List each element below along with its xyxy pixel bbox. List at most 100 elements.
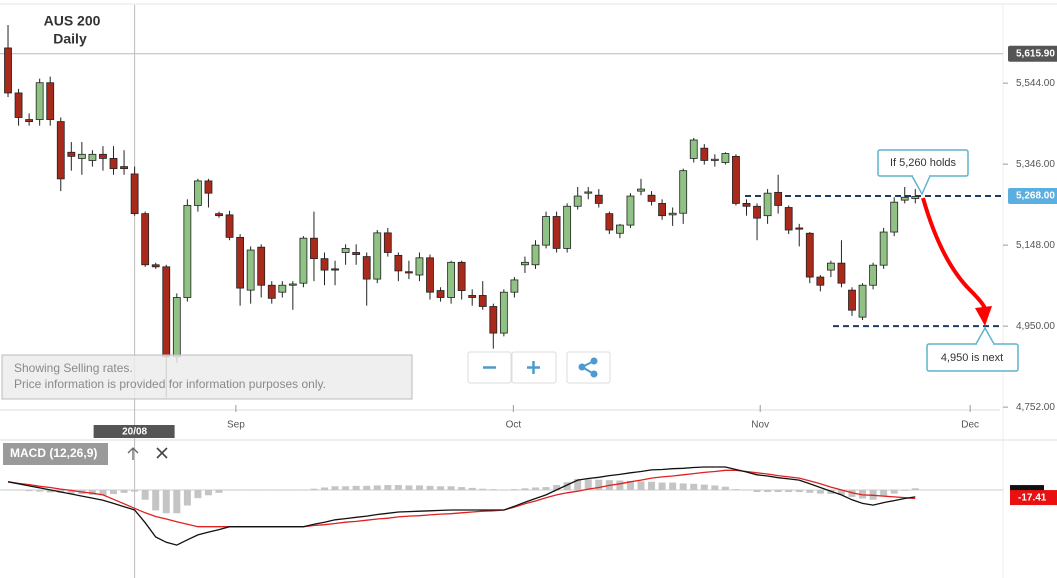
candle-body bbox=[647, 194, 656, 202]
candle-body bbox=[204, 180, 213, 194]
histogram-bar bbox=[363, 485, 371, 490]
candle-body bbox=[120, 166, 128, 170]
candle-body bbox=[299, 237, 308, 284]
histogram-bar bbox=[4, 489, 12, 491]
histogram-bar bbox=[321, 487, 329, 490]
histogram-bar bbox=[437, 486, 445, 490]
candle-body bbox=[911, 196, 920, 199]
histogram-bar bbox=[785, 489, 793, 492]
candle-body bbox=[257, 246, 266, 286]
callout: 4,950 is next bbox=[926, 326, 1019, 372]
candle-body bbox=[25, 119, 34, 122]
candle-body bbox=[594, 194, 603, 204]
histogram-bar bbox=[468, 487, 476, 490]
candle-body bbox=[383, 232, 392, 253]
forecast-arrowhead bbox=[975, 306, 992, 326]
candle-body bbox=[14, 92, 23, 118]
share-button[interactable] bbox=[566, 351, 611, 384]
y-tick-label: 4,950.00 bbox=[1016, 321, 1055, 332]
candle-body bbox=[278, 284, 287, 293]
histogram-bar bbox=[458, 487, 466, 490]
histogram-bar bbox=[521, 488, 529, 490]
timeframe: Daily bbox=[53, 31, 87, 47]
zoom-in-button[interactable] bbox=[511, 351, 557, 384]
candle-body bbox=[563, 205, 572, 249]
histogram-bar bbox=[183, 489, 191, 506]
candle-body bbox=[489, 306, 498, 334]
candle-body bbox=[172, 297, 181, 358]
candle-body bbox=[710, 158, 719, 161]
y-tick-label: 5,148.00 bbox=[1016, 240, 1055, 251]
x-tick-label: Dec bbox=[961, 420, 979, 431]
candle-body bbox=[478, 295, 487, 307]
macd-value-tag-top bbox=[1010, 485, 1044, 492]
close-icon[interactable] bbox=[156, 447, 168, 459]
histogram-bar bbox=[679, 483, 687, 490]
histogram-bar bbox=[373, 485, 381, 490]
crosshair-y-label: 5,615.90 bbox=[1016, 48, 1055, 59]
candle-body bbox=[99, 153, 107, 159]
candle-body bbox=[194, 180, 202, 206]
histogram-bar bbox=[890, 489, 898, 494]
histogram-bar bbox=[648, 481, 656, 490]
candle-body bbox=[774, 191, 783, 206]
candle-body bbox=[288, 283, 297, 286]
histogram-bar bbox=[584, 479, 592, 490]
histogram-bar bbox=[637, 481, 645, 490]
histogram-bar bbox=[574, 478, 582, 490]
histogram-bar bbox=[310, 488, 318, 490]
histogram-bar bbox=[542, 487, 550, 490]
histogram-bar bbox=[901, 489, 909, 491]
histogram-bar bbox=[721, 486, 729, 490]
histogram-bar bbox=[289, 489, 297, 491]
histogram-bar bbox=[247, 489, 255, 491]
candle-body bbox=[879, 231, 888, 266]
candle-body bbox=[658, 203, 666, 217]
candle-body bbox=[215, 213, 223, 217]
candle-body bbox=[183, 205, 192, 298]
x-tick-label: Nov bbox=[751, 420, 769, 431]
histogram-bar bbox=[25, 489, 33, 492]
candle-body bbox=[742, 203, 751, 207]
histogram-bar bbox=[764, 489, 772, 492]
candle-body bbox=[109, 158, 118, 170]
histogram-bar bbox=[204, 489, 212, 496]
y-tick-label: 4,752.00 bbox=[1016, 402, 1055, 413]
histogram-bar bbox=[859, 489, 867, 499]
macd-line bbox=[7, 466, 916, 546]
candle-body bbox=[373, 232, 382, 280]
instrument-title: AUS 200 bbox=[44, 13, 101, 29]
histogram-bar bbox=[795, 489, 803, 492]
crosshair-x-tag bbox=[93, 425, 175, 438]
histogram-bar bbox=[690, 483, 698, 490]
histogram-bar bbox=[911, 488, 919, 490]
zoom-out-button[interactable] bbox=[467, 351, 512, 384]
price-tag bbox=[1008, 188, 1057, 205]
notice-line: Price information is provided for inform… bbox=[14, 377, 326, 391]
histogram-bar bbox=[732, 489, 740, 490]
histogram-bar bbox=[162, 489, 170, 514]
histogram-bar bbox=[67, 489, 75, 494]
histogram-bar bbox=[616, 480, 624, 490]
candle-body bbox=[4, 47, 12, 94]
move-up-icon[interactable] bbox=[127, 447, 139, 460]
histogram-bar bbox=[88, 489, 96, 495]
histogram-bar bbox=[827, 489, 835, 495]
candle-body bbox=[615, 224, 624, 234]
x-tick-label: Oct bbox=[506, 420, 522, 431]
y-tick-label: 5,346.00 bbox=[1016, 159, 1055, 170]
candle-body bbox=[77, 153, 86, 159]
candle-body bbox=[162, 266, 171, 358]
y-tick-label: 5,544.00 bbox=[1016, 78, 1055, 89]
histogram-bar bbox=[489, 489, 497, 490]
candle-body bbox=[426, 257, 434, 293]
candle-body bbox=[784, 207, 793, 231]
candle-body bbox=[521, 261, 529, 266]
candle-body bbox=[542, 216, 550, 246]
candle-body bbox=[552, 216, 561, 249]
notice-box bbox=[1, 354, 413, 400]
candle-body bbox=[826, 262, 835, 271]
candle-body bbox=[267, 284, 276, 299]
candle-body bbox=[689, 139, 698, 159]
